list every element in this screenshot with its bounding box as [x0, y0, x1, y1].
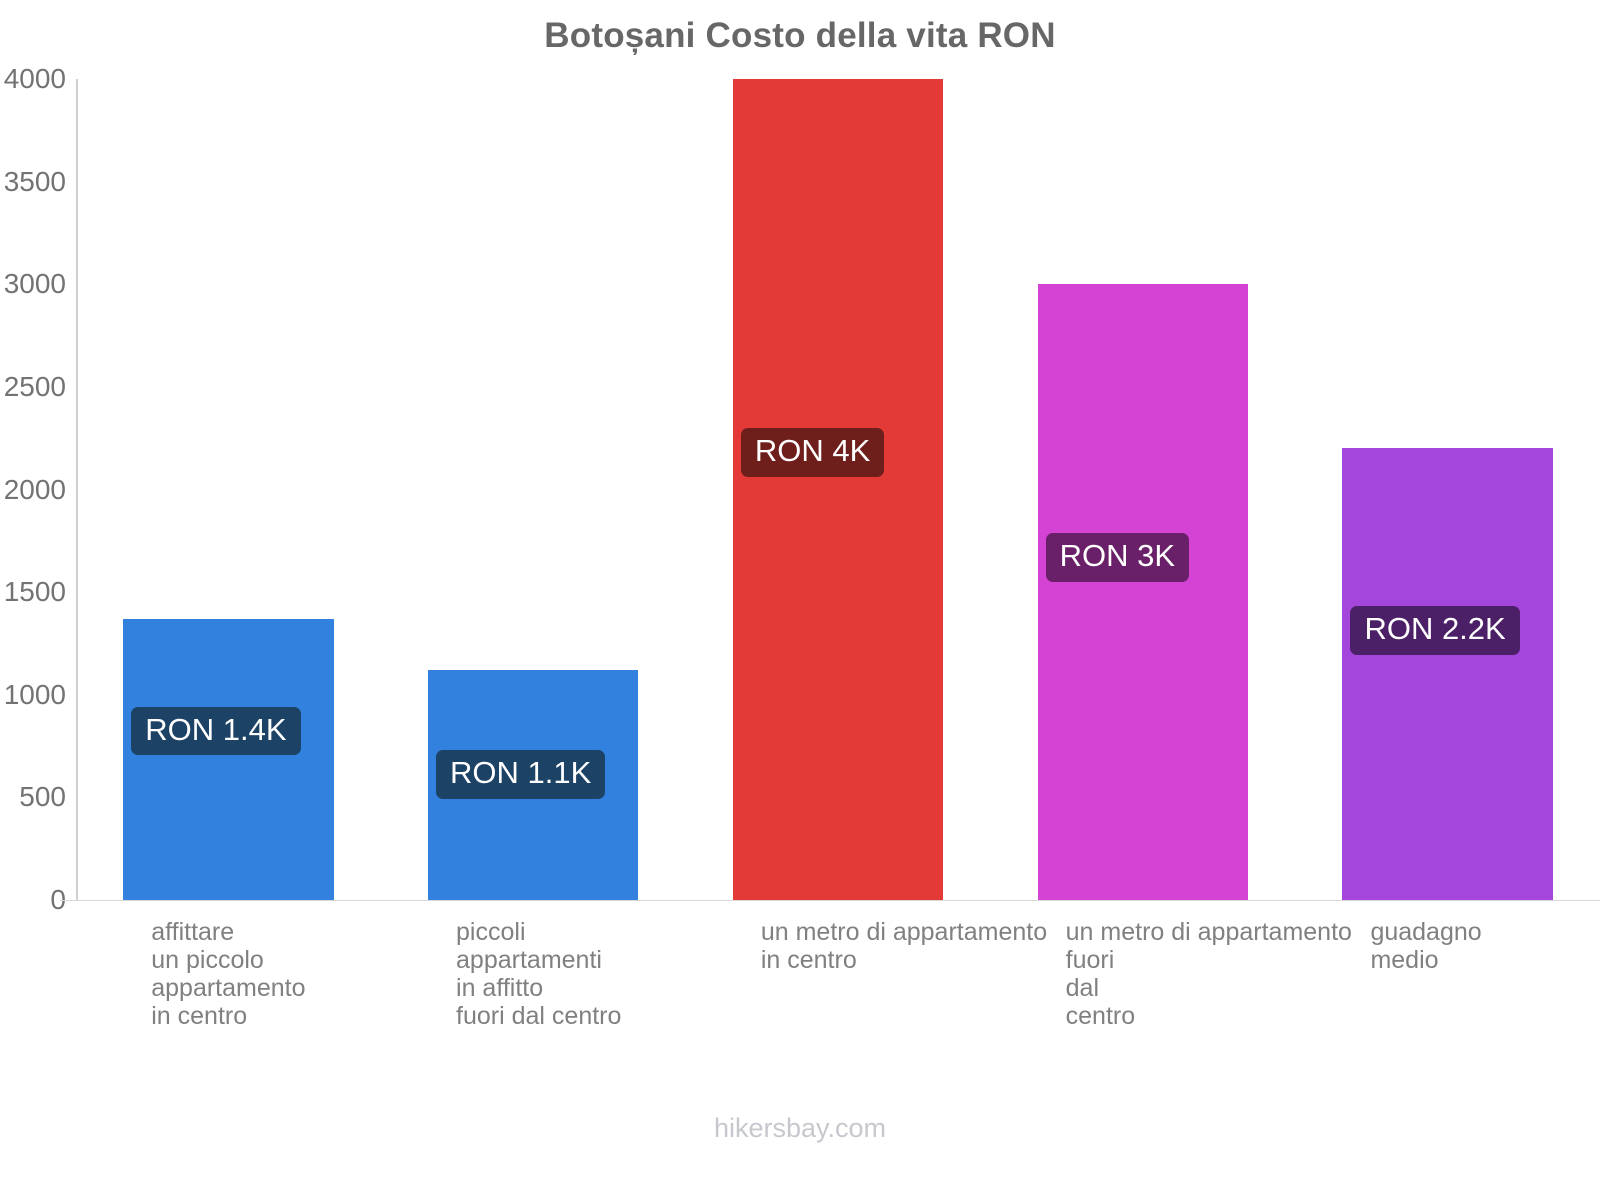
x-axis-baseline [76, 900, 1600, 901]
y-axis-tick-label: 3000 [3, 268, 66, 300]
y-axis-tick-label: 3500 [3, 165, 66, 197]
y-axis-line [76, 79, 78, 900]
bar-item[interactable]: RON 2.2K [1342, 79, 1553, 900]
y-axis-tick-label: 2000 [3, 473, 66, 505]
bar-rect[interactable] [1342, 448, 1553, 900]
bar-value-label: RON 3K [1045, 533, 1190, 582]
page-title: Botoșani Costo della vita RON [544, 16, 1056, 55]
x-axis-category-label: guadagno medio [1370, 918, 1482, 974]
bar-item[interactable]: RON 1.1K [428, 79, 639, 900]
bar-value-label: RON 2.2K [1350, 606, 1520, 655]
y-axis-tick-label: 4000 [3, 63, 66, 94]
x-axis-category-label: piccoli appartamenti in affitto fuori da… [456, 918, 622, 1030]
bar-rect[interactable] [732, 79, 944, 900]
bar-item[interactable]: RON 3K [1037, 79, 1248, 900]
y-axis-tick-label: 500 [19, 781, 66, 813]
source-watermark: hikersbay.com [713, 1113, 887, 1143]
y-axis-tick-label: 1500 [3, 576, 66, 608]
x-axis-category-label: affittare un piccolo appartamento in cen… [151, 918, 306, 1030]
bar-item[interactable]: RON 4K [732, 79, 944, 900]
x-axis-category-label: un metro di appartamento fuori dal centr… [1065, 918, 1352, 1030]
x-axis-category-label: un metro di appartamento in centro [760, 918, 1048, 974]
y-axis-tick-label: 1000 [3, 678, 66, 710]
y-axis-tick-label: 2500 [3, 370, 66, 402]
bar-item[interactable]: RON 1.4K [123, 79, 334, 900]
bar-rect[interactable] [1037, 284, 1248, 900]
bar-value-label: RON 1.1K [436, 750, 606, 799]
bar-rect[interactable] [123, 618, 334, 900]
y-axis-tick-mark [60, 900, 76, 901]
y-axis-tick-label: 0 [50, 884, 66, 915]
bar-value-label: RON 1.4K [131, 706, 301, 756]
bar-value-label: RON 4K [740, 428, 885, 477]
